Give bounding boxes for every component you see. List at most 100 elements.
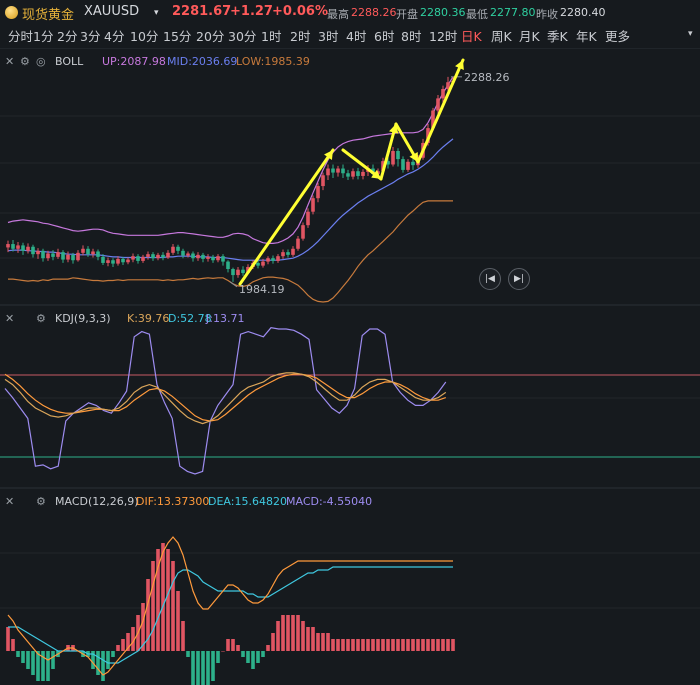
macd-histogram-bar: [381, 639, 385, 651]
boll-name: BOLL: [55, 55, 84, 68]
macd-dea-value: DEA:15.64820: [208, 495, 287, 508]
macd-dea-line: [8, 566, 453, 664]
candle-body: [171, 246, 175, 253]
timeframe-16[interactable]: 日K: [461, 29, 482, 44]
timeframe-7[interactable]: 20分: [196, 29, 225, 44]
candle-body: [166, 252, 170, 258]
timeframe-20[interactable]: 年K: [576, 29, 597, 44]
annotation-arrow-5-shaft: [416, 58, 465, 164]
macd-histogram-bar: [436, 639, 440, 651]
candle-body: [91, 251, 95, 255]
annotation-arrow-3-shaft: [379, 122, 398, 181]
candle-body: [11, 244, 15, 249]
macd-histogram-bar: [266, 645, 270, 651]
timeframe-17[interactable]: 周K: [491, 29, 512, 44]
timeframe-18[interactable]: 月K: [519, 29, 540, 44]
candle-body: [301, 225, 305, 239]
macd-histogram-bar: [376, 639, 380, 651]
annotation-arrow-5-head: [455, 60, 464, 70]
macd-histogram-bar: [391, 639, 395, 651]
macd-histogram-bar: [291, 615, 295, 651]
candle-body: [316, 186, 320, 199]
candle-body: [71, 254, 75, 261]
candle-body: [436, 98, 440, 111]
annotation-arrow-2-head: [371, 169, 381, 179]
timeframe-14[interactable]: 8时: [401, 29, 422, 44]
candle-body: [216, 256, 220, 261]
candle-body: [306, 211, 310, 226]
symbol-dropdown-caret-icon[interactable]: ▾: [154, 8, 159, 18]
candle-body: [76, 252, 80, 261]
macd-histogram-bar: [441, 639, 445, 651]
kdj-k-line: [4, 372, 447, 425]
timeframe-15[interactable]: 12时: [429, 29, 458, 44]
boll-mid-value: MID:2036.69: [167, 55, 237, 68]
macd-histogram-bar: [196, 651, 200, 685]
timeframe-19[interactable]: 季K: [547, 29, 568, 44]
timeframe-12[interactable]: 4时: [346, 29, 367, 44]
last-price: 2281.67: [172, 4, 232, 19]
scroll-left-button[interactable]: |◀: [479, 268, 501, 290]
candle-body: [96, 251, 100, 257]
macd-histogram-bar: [236, 645, 240, 651]
macd-histogram-bar: [321, 633, 325, 651]
candle-body: [286, 252, 290, 255]
candle-body: [256, 262, 260, 266]
max-price-label: 2288.26: [464, 71, 510, 84]
candle-body: [26, 246, 30, 251]
candle-body: [426, 128, 430, 143]
macd-histogram-bar: [206, 651, 210, 685]
candle-body: [61, 252, 65, 260]
price-change-percent: +0.06%: [272, 4, 328, 19]
macd-histogram-bar: [261, 651, 265, 657]
timeframe-4[interactable]: 4分: [104, 29, 125, 44]
macd-histogram-bar: [31, 651, 35, 675]
timeframe-1[interactable]: 1分: [33, 29, 54, 44]
boll-low-value: LOW:1985.39: [236, 55, 310, 68]
macd-histogram-bar: [171, 561, 175, 651]
macd-histogram-bar: [421, 639, 425, 651]
annotation-arrow-1-shaft: [238, 148, 335, 286]
macd-histogram-bar: [101, 651, 105, 681]
timeframe-0[interactable]: 分时: [8, 29, 34, 44]
price-change: +1.27: [230, 4, 273, 19]
instrument-symbol[interactable]: XAUUSD: [84, 4, 140, 19]
candle-body: [21, 245, 25, 251]
candle-body: [401, 159, 405, 170]
macd-histogram-bar: [116, 645, 120, 651]
macd-histogram-bar: [156, 549, 160, 651]
macd-histogram-bar: [356, 639, 360, 651]
timeframe-5[interactable]: 10分: [130, 29, 159, 44]
macd-settings-icon: ⚙: [36, 495, 46, 508]
macd-histogram-bar: [151, 561, 155, 651]
timeframe-9[interactable]: 1时: [261, 29, 282, 44]
candle-body: [41, 250, 45, 259]
candle-body: [106, 260, 110, 263]
macd-histogram-bar: [201, 651, 205, 685]
macd-histogram-bar: [296, 615, 300, 651]
macd-histogram-bar: [371, 639, 375, 651]
timeframe-6[interactable]: 15分: [163, 29, 192, 44]
timeframe-10[interactable]: 2时: [290, 29, 311, 44]
candle-body: [241, 269, 245, 274]
candle-body: [281, 252, 285, 257]
scroll-right-button[interactable]: ▶|: [508, 268, 530, 290]
timeframe-2[interactable]: 2分: [57, 29, 78, 44]
candle-body: [236, 269, 240, 276]
macd-histogram-bar: [311, 627, 315, 651]
candle-body: [101, 256, 105, 263]
timeframe-8[interactable]: 30分: [228, 29, 257, 44]
macd-histogram-bar: [231, 639, 235, 651]
candle-body: [196, 254, 200, 259]
candle-body: [361, 171, 365, 176]
timeframe-3[interactable]: 3分: [80, 29, 101, 44]
candlestick-chart[interactable]: 2288.26 1984.19 ✕ ⚙ ◎ BOLL UP:2087.98 MID:2036.…: [0, 48, 700, 685]
candle-body: [136, 256, 140, 261]
timeframe-21[interactable]: 更多: [605, 29, 631, 44]
kdj-settings-icon: ⚙: [36, 312, 46, 325]
more-dropdown-caret-icon[interactable]: ▾: [688, 29, 693, 39]
kdj-k-value: K:39.76: [127, 312, 169, 325]
candle-body: [261, 261, 265, 266]
timeframe-11[interactable]: 3时: [318, 29, 339, 44]
timeframe-13[interactable]: 6时: [374, 29, 395, 44]
